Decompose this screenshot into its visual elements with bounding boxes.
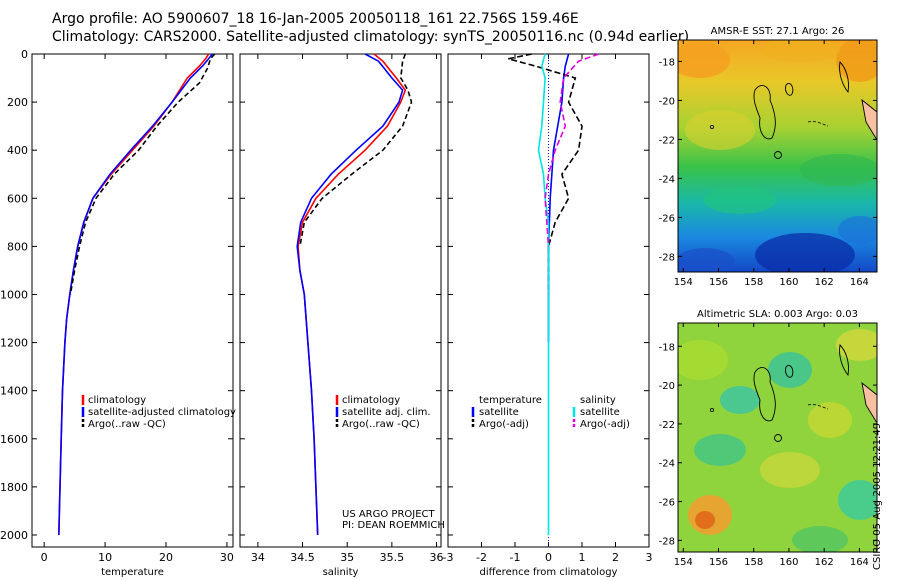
difference-xtick-label: 3 [646,551,653,564]
difference-xlabel: difference from climatology [480,567,618,578]
temperature-xtick-label: 0 [41,551,48,564]
sla-map-xtick-label: 156 [709,557,728,568]
salinity-series-argo-raw-qc- [299,53,413,247]
temperature-ytick-label: 0 [21,48,28,61]
temperature-frame [31,53,234,548]
difference-xtick-label: 0 [545,551,552,564]
sla-map-patches [678,329,877,552]
temperature-ytick-label: 800 [7,240,28,253]
sla-map-ytick-label: -26 [659,498,675,509]
difference-legend-label: satellite [580,407,620,418]
sla-map-ytick-label: -18 [659,342,675,353]
temperature-ytick-label: 1800 [0,481,28,494]
sst-map-xtick-label: 164 [850,277,869,288]
difference-legend-label: Argo(-adj) [580,419,630,430]
temperature-ytick-label: 1200 [0,337,28,350]
difference-xtick-label: 1 [579,551,586,564]
salinity-legend-label: Argo(..raw -QC) [342,419,420,430]
sla-map-title: Altimetric SLA: 0.003 Argo: 0.03 [697,309,858,320]
salinity-legend-label: satellite adj. clim. [342,407,431,418]
difference-series-salinity-satellite [537,53,550,535]
sst-map-ytick-label: -18 [659,57,675,68]
salinity-xtick-label: 34.5 [290,551,315,564]
sst-map-xtick-label: 160 [779,277,798,288]
temperature-series-satellite-adjusted-climatology [58,53,213,536]
sst-map-axes: AMSR-E SST: 27.1 Argo: 26 154 156 158 160 162… [659,26,877,288]
temperature-xlabel: temperature [101,567,164,578]
temperature-ytick-label: 1400 [0,385,28,398]
salinity-legend-label: climatology [342,395,400,406]
temperature-ytick-label: 1600 [0,433,28,446]
temperature-panel: 0 10 20 30 temperature 0 200 400 600 800 1000 1200 1… [0,48,236,578]
sla-map-axes: Altimetric SLA: 0.003 Argo: 0.03 154 156 15… [659,309,877,568]
sst-map-patches [678,40,877,272]
temperature-legend-label: Argo(..raw -QC) [88,419,166,430]
temperature-series-argo-raw-qc- [69,53,216,295]
credit-stamp: CSIRO 05-Aug-2005 12:21:49 [872,422,883,570]
sla-map-ytick-label: -20 [659,381,675,392]
difference-legend-title-temperature: temperature [479,395,542,406]
difference-series-salinity-argo-adj- [544,53,600,247]
difference-legend-label: Argo(-adj) [479,419,529,430]
temperature-ytick-label: 200 [7,96,28,109]
difference-xtick-label: -3 [443,551,454,564]
temperature-xtick-label: 10 [98,551,112,564]
salinity-xtick-label: 34 [251,551,265,564]
sla-map-ytick-label: -28 [659,536,675,547]
sst-map-ytick-label: -28 [659,252,675,263]
sst-map-ytick-label: -26 [659,213,675,224]
temperature-legend-label: climatology [88,395,146,406]
temperature-xtick-label: 20 [159,551,173,564]
sst-map [677,39,878,273]
difference-xtick-label: -2 [476,551,487,564]
sla-map-xtick-label: 158 [744,557,763,568]
sst-map-ytick-label: -22 [659,135,675,146]
sla-map [677,322,878,553]
sst-map-ytick-label: -20 [659,96,675,107]
difference-xtick-label: -1 [510,551,521,564]
sla-map-ytick-label: -22 [659,420,675,431]
salinity-annotation-line: US ARGO PROJECT [342,509,436,520]
sst-map-xtick-label: 158 [744,277,763,288]
salinity-frame [239,53,442,548]
sst-map-xtick-label: 162 [815,277,834,288]
difference-legend-title-salinity: salinity [580,395,616,406]
sla-map-xtick-label: 162 [815,557,834,568]
sla-map-xtick-label: 164 [850,557,869,568]
salinity-xtick-label: 36 [430,551,444,564]
salinity-series-satellite-adj-clim- [296,53,404,536]
difference-panel: -3 -2 -1 0 1 2 3 difference from climatology tem… [443,53,653,578]
sst-map-xtick-label: 154 [674,277,693,288]
difference-xtick-label: 2 [612,551,619,564]
salinity-panel: 34 34.5 35 35.5 36 salinity climatologysatelli… [239,53,445,578]
salinity-xtick-label: 35 [340,551,354,564]
sst-map-title: AMSR-E SST: 27.1 Argo: 26 [711,26,845,37]
salinity-xlabel: salinity [323,567,359,578]
difference-legend-label: satellite [479,407,519,418]
sla-map-xtick-label: 160 [779,557,798,568]
salinity-annotation-line: PI: DEAN ROEMMICH [342,520,445,531]
temperature-ytick-label: 1000 [0,288,28,301]
temperature-ytick-label: 400 [7,144,28,157]
climatology-title: Climatology: CARS2000. Satellite-adjuste… [52,29,690,45]
difference-series-temperature-argo-adj- [508,53,583,295]
sla-map-xtick-label: 154 [674,557,693,568]
temperature-ytick-label: 2000 [0,529,28,542]
salinity-xtick-label: 35.5 [380,551,405,564]
profile-title: Argo profile: AO 5900607_18 16-Jan-2005 … [52,11,579,27]
temperature-legend-label: satellite-adjusted climatology [88,407,236,418]
sst-map-xtick-label: 156 [709,277,728,288]
sla-map-ytick-label: -24 [659,459,675,470]
sst-map-ytick-label: -24 [659,174,675,185]
temperature-xtick-label: 30 [220,551,234,564]
temperature-ytick-label: 600 [7,192,28,205]
